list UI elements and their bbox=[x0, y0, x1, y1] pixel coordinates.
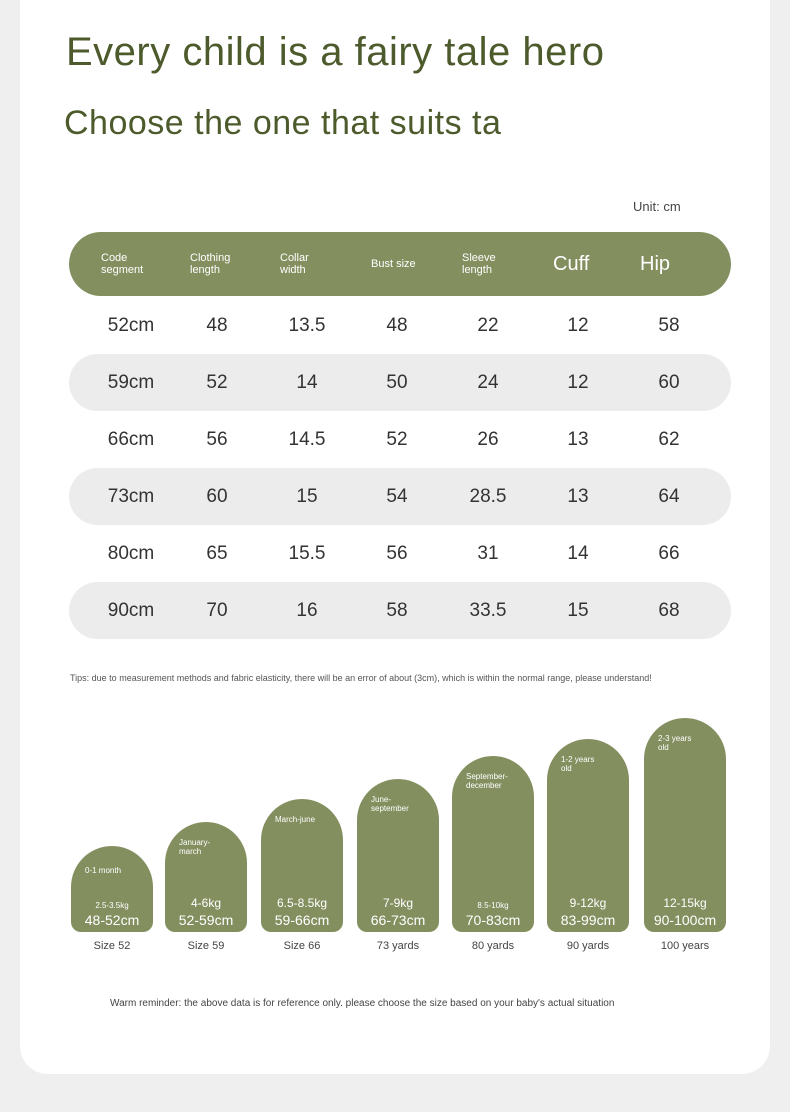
table-cell: 52 bbox=[206, 372, 228, 393]
size-name: 100 years bbox=[660, 940, 710, 952]
table-cell: 56 bbox=[386, 543, 408, 564]
table-row: 73cm 60 15 54 28.5 13 64 bbox=[69, 468, 731, 525]
header-cell: Sleeve length bbox=[462, 252, 496, 276]
header-cell: Hip bbox=[640, 253, 671, 275]
length-label: 83-99cm bbox=[560, 912, 616, 928]
table-cell: 15 bbox=[296, 486, 318, 507]
weight-label: 12-15kg bbox=[663, 896, 707, 910]
header-cell: Cuff bbox=[553, 253, 590, 275]
table-header: Code segment Clothing length Collar width Bust… bbox=[69, 232, 731, 296]
header-cell: Bust size bbox=[371, 258, 416, 270]
table-cell: 65 bbox=[206, 543, 228, 564]
table-cell: 64 bbox=[658, 486, 680, 507]
size-card: September-december 8.5-10kg 70-83cm bbox=[452, 756, 534, 932]
table-cell: 73cm bbox=[107, 486, 155, 507]
weight-label: 9-12kg bbox=[569, 896, 607, 910]
age-label: 2-3 years old bbox=[658, 734, 692, 752]
size-card: 1-2 years old 9-12kg 83-99cm bbox=[547, 739, 629, 932]
table-cell: 22 bbox=[477, 315, 499, 336]
page-title: Every child is a fairy tale hero bbox=[66, 30, 605, 74]
size-name: 90 yards bbox=[566, 940, 610, 952]
table-cell: 31 bbox=[477, 543, 499, 564]
table-cell: 58 bbox=[386, 600, 408, 621]
table-cell: 13 bbox=[567, 486, 589, 507]
length-label: 59-66cm bbox=[274, 912, 330, 928]
table-row: 52cm 48 13.5 48 22 12 58 bbox=[69, 297, 731, 354]
header-cell: Clothing length bbox=[190, 252, 231, 276]
age-label: 1-2 years old bbox=[561, 755, 595, 773]
size-card: January-march 4-6kg 52-59cm bbox=[165, 822, 247, 932]
unit-label: Unit: cm bbox=[633, 199, 681, 214]
size-name: 80 yards bbox=[471, 940, 515, 952]
length-label: 90-100cm bbox=[653, 912, 717, 928]
table-cell: 26 bbox=[477, 429, 499, 450]
size-name: Size 66 bbox=[283, 940, 321, 952]
age-label: 0-1 month bbox=[85, 866, 122, 875]
table-cell: 14 bbox=[567, 543, 589, 564]
age-label: June-september bbox=[371, 795, 409, 813]
size-name: 73 yards bbox=[376, 940, 420, 952]
table-cell: 13 bbox=[567, 429, 589, 450]
weight-label: 7-9kg bbox=[382, 896, 414, 910]
table-cell: 60 bbox=[206, 486, 228, 507]
table-cell: 58 bbox=[658, 315, 680, 336]
table-cell: 13.5 bbox=[288, 315, 326, 336]
table-cell: 15 bbox=[567, 600, 589, 621]
table-cell: 80cm bbox=[107, 543, 155, 564]
size-card: 2-3 years old 12-15kg 90-100cm bbox=[644, 718, 726, 932]
header-cell: Collar width bbox=[280, 252, 309, 276]
weight-label: 2.5-3.5kg bbox=[95, 901, 129, 910]
table-row: 59cm 52 14 50 24 12 60 bbox=[69, 354, 731, 411]
table-row: 80cm 65 15.5 56 31 14 66 bbox=[69, 525, 731, 582]
table-cell: 15.5 bbox=[288, 543, 326, 564]
header-cell: Code segment bbox=[101, 252, 144, 276]
table-cell: 66cm bbox=[107, 429, 155, 450]
size-name: Size 59 bbox=[187, 940, 225, 952]
weight-label: 8.5-10kg bbox=[477, 901, 509, 910]
table-cell: 48 bbox=[206, 315, 228, 336]
length-label: 66-73cm bbox=[370, 912, 426, 928]
table-cell: 48 bbox=[386, 315, 408, 336]
table-cell: 62 bbox=[658, 429, 680, 450]
table-cell: 14 bbox=[296, 372, 318, 393]
size-card: June-september 7-9kg 66-73cm bbox=[357, 779, 439, 932]
length-label: 48-52cm bbox=[84, 912, 140, 928]
table-cell: 68 bbox=[658, 600, 680, 621]
table-cell: 90cm bbox=[107, 600, 155, 621]
size-name: Size 52 bbox=[93, 940, 131, 952]
table-cell: 54 bbox=[386, 486, 408, 507]
table-cell: 52 bbox=[386, 429, 408, 450]
table-cell: 70 bbox=[206, 600, 228, 621]
table-cell: 14.5 bbox=[288, 429, 326, 450]
table-cell: 16 bbox=[296, 600, 318, 621]
table-cell: 50 bbox=[386, 372, 408, 393]
size-card: 0-1 month 2.5-3.5kg 48-52cm bbox=[71, 846, 153, 932]
age-label: January-march bbox=[179, 838, 211, 856]
table-cell: 66 bbox=[658, 543, 680, 564]
table-cell: 12 bbox=[567, 372, 589, 393]
length-label: 52-59cm bbox=[178, 912, 234, 928]
weight-label: 4-6kg bbox=[190, 896, 222, 910]
table-row: 66cm 56 14.5 52 26 13 62 bbox=[69, 411, 731, 468]
table-cell: 56 bbox=[206, 429, 228, 450]
table-cell: 28.5 bbox=[469, 486, 507, 507]
table-cell: 52cm bbox=[107, 315, 155, 336]
tips-text: Tips: due to measurement methods and fab… bbox=[70, 673, 652, 683]
age-label: September-december bbox=[466, 772, 508, 790]
table-cell: 33.5 bbox=[469, 600, 507, 621]
table-cell: 12 bbox=[567, 315, 589, 336]
table-cell: 60 bbox=[658, 372, 680, 393]
page-subtitle: Choose the one that suits ta bbox=[64, 104, 502, 142]
table-cell: 59cm bbox=[107, 372, 155, 393]
size-card: March-june 6.5-8.5kg 59-66cm bbox=[261, 799, 343, 932]
warm-reminder: Warm reminder: the above data is for ref… bbox=[110, 998, 615, 1009]
weight-label: 6.5-8.5kg bbox=[276, 896, 328, 910]
table-row: 90cm 70 16 58 33.5 15 68 bbox=[69, 582, 731, 639]
length-label: 70-83cm bbox=[465, 912, 521, 928]
table-cell: 24 bbox=[477, 372, 499, 393]
age-label: March-june bbox=[275, 815, 316, 824]
